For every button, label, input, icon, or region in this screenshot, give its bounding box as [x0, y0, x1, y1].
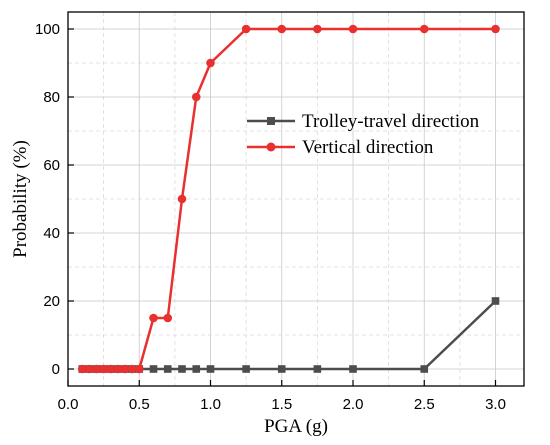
data-point-circle: [120, 364, 130, 374]
y-tick-label: 60: [43, 157, 60, 174]
data-point-circle: [313, 24, 322, 34]
x-tick-label: 3.0: [485, 396, 506, 413]
data-point-circle: [149, 313, 158, 323]
data-point-square: [206, 365, 215, 373]
legend: Trolley-travel direction Vertical directi…: [247, 111, 480, 158]
data-point-circle: [77, 364, 87, 374]
data-point-circle: [134, 364, 144, 374]
data-point-square: [420, 365, 429, 373]
legend-label: Vertical direction: [302, 137, 434, 158]
data-point-circle: [113, 364, 123, 374]
data-point-circle: [99, 364, 108, 374]
axis-layer: 0.0 0.5 1.0 1.5 2.0 2.5 3.0 0 20 40 60 80 100: [35, 21, 506, 413]
data-point-square: [313, 365, 322, 373]
data-point-square: [242, 365, 250, 373]
y-tick-label: 100: [35, 21, 60, 38]
legend-marker-circle: [266, 142, 276, 152]
data-point-square: [192, 365, 201, 373]
y-tick-label: 20: [43, 293, 60, 310]
data-point-circle: [241, 24, 251, 34]
data-point-circle: [491, 24, 500, 34]
plot-frame: [67, 11, 525, 387]
legend-marker-square: [267, 117, 275, 125]
x-tick-label: 2.5: [414, 396, 435, 413]
y-axis-title: Probability (%): [10, 140, 31, 258]
data-point-circle: [177, 194, 187, 204]
legend-label: Trolley-travel direction: [302, 111, 480, 132]
data-point-circle: [348, 24, 358, 34]
x-tick-label: 1.5: [271, 396, 292, 413]
data-point-square: [349, 365, 357, 373]
data-point-circle: [206, 58, 215, 68]
x-tick-label: 1.0: [200, 396, 221, 413]
x-tick-label: 0.5: [129, 396, 150, 413]
data-point-square: [163, 365, 172, 373]
data-point-circle: [163, 313, 173, 323]
data-point-circle: [85, 364, 94, 374]
data-point-circle: [127, 364, 137, 374]
data-point-circle: [419, 24, 429, 34]
series-layer: [77, 24, 500, 374]
y-tick-label: 80: [43, 89, 60, 106]
data-point-square: [277, 365, 286, 373]
data-point-square: [178, 365, 186, 373]
x-tick-label: 0.0: [58, 396, 79, 413]
y-tick-label: 0: [52, 361, 60, 378]
y-tick-label: 40: [43, 225, 60, 242]
x-tick-label: 2.0: [343, 396, 364, 413]
data-point-circle: [92, 364, 101, 374]
x-axis-title: PGA (g): [264, 416, 328, 437]
data-point-square: [491, 297, 500, 305]
data-point-circle: [106, 364, 116, 374]
grid-lines: [68, 12, 524, 386]
data-point-circle: [277, 24, 287, 34]
data-point-circle: [191, 92, 201, 102]
data-point-square: [149, 365, 158, 373]
